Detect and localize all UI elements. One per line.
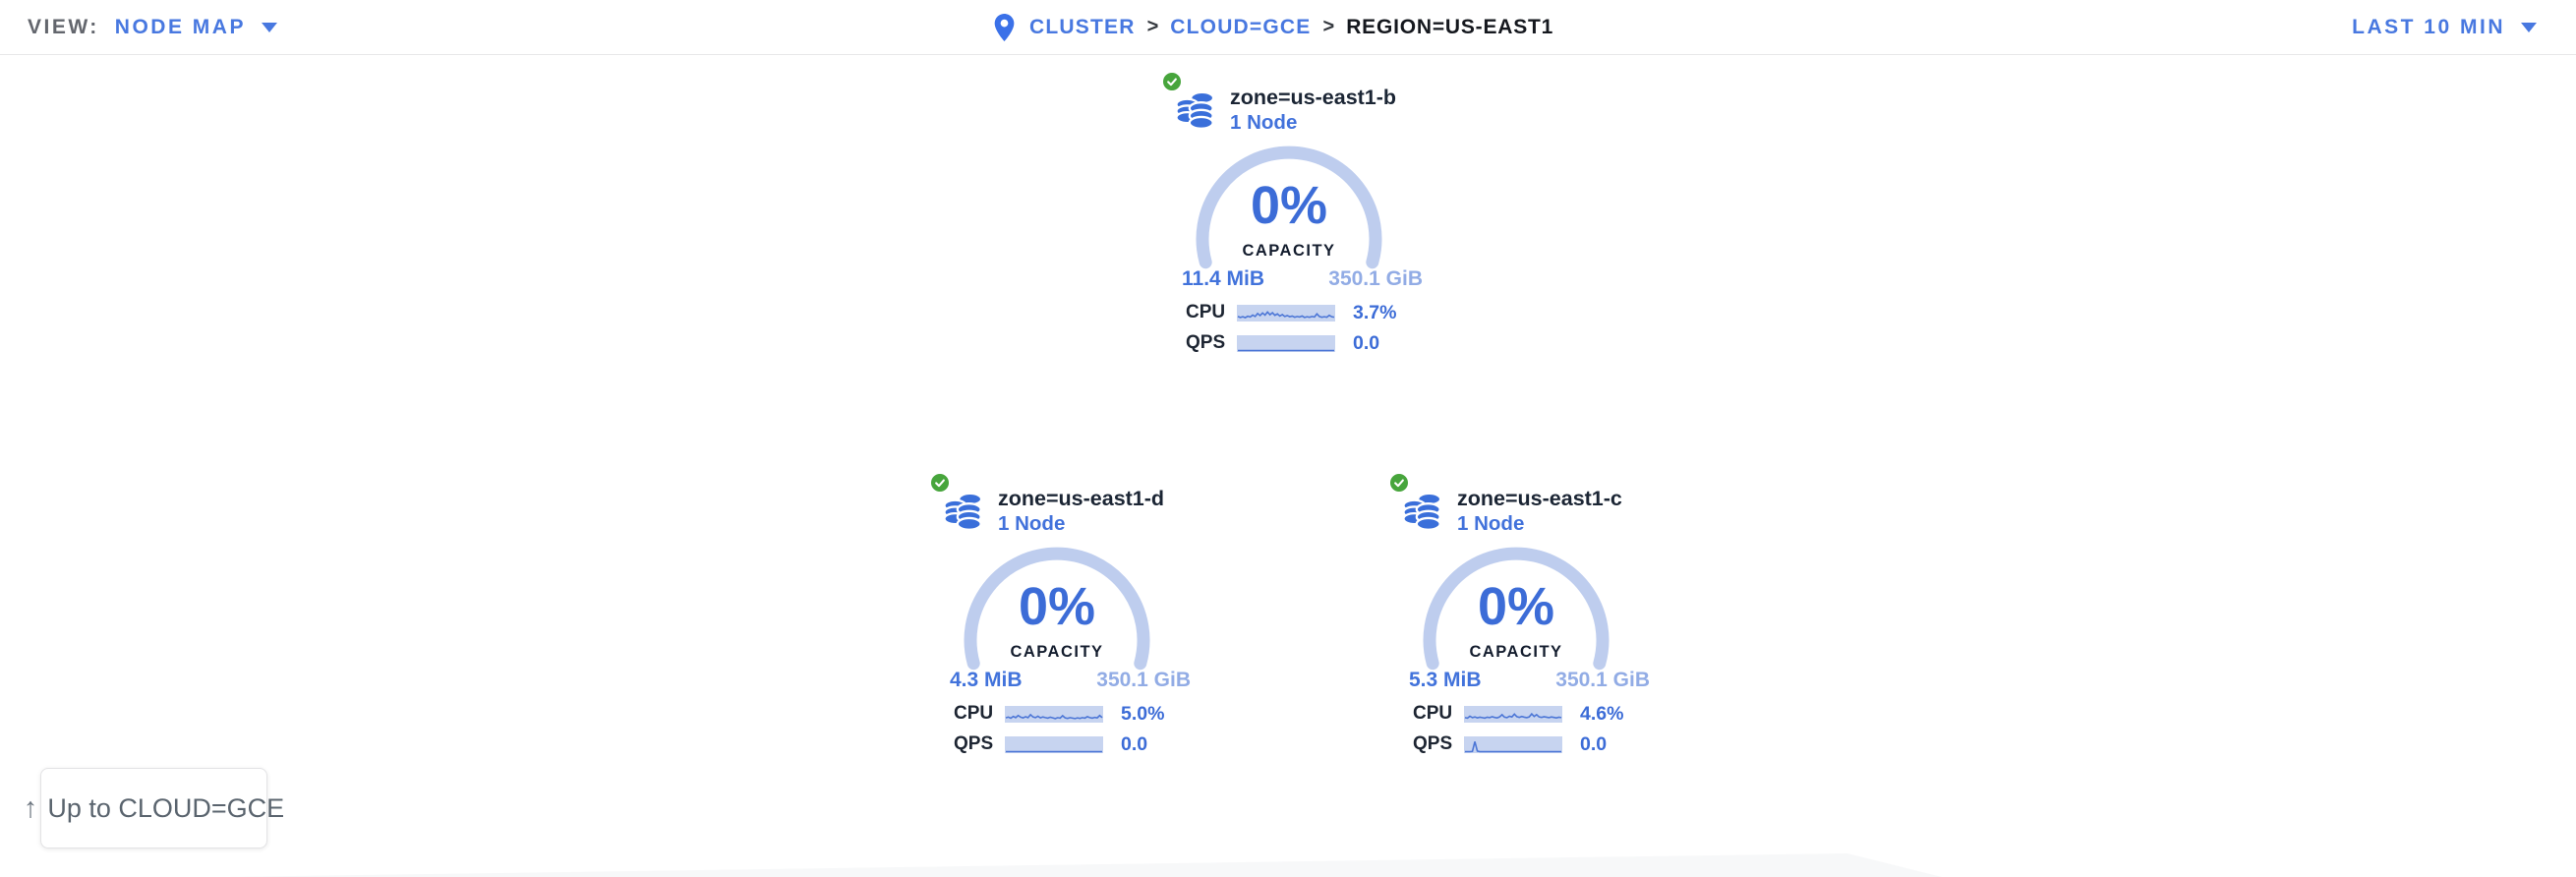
qps-sparkline xyxy=(1464,735,1562,753)
capacity-label: CAPACITY xyxy=(1010,643,1104,661)
zone-node-count: 1 Node xyxy=(1230,111,1298,134)
capacity-percent: 0% xyxy=(1018,577,1096,636)
zone-card-us-east1-b[interactable]: zone=us-east1-b 1 Node 0% CAPACITY 11.4 … xyxy=(1160,63,1426,363)
healthy-check-icon xyxy=(929,472,951,494)
capacity-label: CAPACITY xyxy=(1242,242,1336,260)
qps-label: QPS xyxy=(954,733,994,754)
capacity-stats: 5.3 MiB 350.1 GiB xyxy=(1387,669,1653,694)
cpu-metric-row: CPU 4.6% xyxy=(1387,703,1653,725)
cpu-sparkline xyxy=(1464,705,1562,723)
topbar: VIEW: NODE MAP CLUSTER > CLOUD=GCE > REG… xyxy=(0,0,2576,55)
zone-card-us-east1-d[interactable]: zone=us-east1-d 1 Node 0% CAPACITY 4.3 M… xyxy=(928,464,1194,764)
capacity-arc xyxy=(964,547,1150,671)
cpu-metric-row: CPU 5.0% xyxy=(928,703,1194,725)
capacity-label: CAPACITY xyxy=(1469,643,1563,661)
capacity-arc xyxy=(1196,146,1382,269)
breadcrumb-separator: > xyxy=(1146,16,1159,37)
zone-node-count: 1 Node xyxy=(998,512,1066,535)
breadcrumb: CLUSTER > CLOUD=GCE > REGION=US-EAST1 xyxy=(993,0,1553,54)
zone-title: zone=us-east1-d xyxy=(998,487,1165,510)
qps-metric-row: QPS 0.0 xyxy=(1160,332,1426,354)
cpu-label: CPU xyxy=(1186,302,1226,322)
chevron-down-icon xyxy=(2521,22,2537,32)
time-range-value: LAST 10 MIN xyxy=(2352,15,2505,38)
location-pin-icon xyxy=(994,13,1015,41)
total-capacity: 350.1 GiB xyxy=(1096,669,1191,691)
up-to-cloud-gce-button[interactable]: ↑ Up to CLOUD=GCE xyxy=(24,768,284,848)
capacity-percent: 0% xyxy=(1250,176,1328,235)
capacity-arc xyxy=(1423,547,1610,671)
cpu-sparkline xyxy=(1005,705,1103,723)
used-capacity: 11.4 MiB xyxy=(1182,267,1265,290)
qps-value: 0.0 xyxy=(1353,331,1380,354)
qps-sparkline xyxy=(1005,735,1103,753)
node-stack-icon xyxy=(1175,90,1215,130)
capacity-percent: 0% xyxy=(1477,577,1555,636)
zone-title: zone=us-east1-c xyxy=(1457,487,1622,510)
qps-label: QPS xyxy=(1186,332,1226,353)
cpu-value: 4.6% xyxy=(1580,702,1624,725)
used-capacity: 5.3 MiB xyxy=(1409,669,1482,691)
qps-label: QPS xyxy=(1413,733,1453,754)
total-capacity: 350.1 GiB xyxy=(1328,267,1423,290)
total-capacity: 350.1 GiB xyxy=(1555,669,1650,691)
map-background-shape xyxy=(226,853,1942,877)
cpu-label: CPU xyxy=(1413,703,1453,724)
breadcrumb-link-cluster[interactable]: CLUSTER xyxy=(1029,15,1136,38)
cpu-metric-row: CPU 3.7% xyxy=(1160,302,1426,323)
time-range-selector[interactable]: LAST 10 MIN xyxy=(2352,0,2537,54)
capacity-stats: 4.3 MiB 350.1 GiB xyxy=(928,669,1194,694)
up-arrow-icon: ↑ xyxy=(23,791,38,824)
view-selected-value: NODE MAP xyxy=(114,15,246,38)
node-stack-icon xyxy=(943,492,983,531)
qps-metric-row: QPS 0.0 xyxy=(1387,733,1653,755)
view-label: VIEW: xyxy=(28,15,99,38)
cpu-sparkline xyxy=(1237,304,1335,322)
zone-card-us-east1-c[interactable]: zone=us-east1-c 1 Node 0% CAPACITY 5.3 M… xyxy=(1387,464,1653,764)
capacity-stats: 11.4 MiB 350.1 GiB xyxy=(1160,267,1426,293)
zone-node-count: 1 Node xyxy=(1457,512,1525,535)
breadcrumb-separator: > xyxy=(1322,16,1335,37)
zone-header: zone=us-east1-c 1 Node xyxy=(1457,486,1622,537)
cpu-value: 5.0% xyxy=(1121,702,1165,725)
qps-sparkline xyxy=(1237,334,1335,352)
qps-metric-row: QPS 0.0 xyxy=(928,733,1194,755)
cpu-value: 3.7% xyxy=(1353,301,1397,323)
node-stack-icon xyxy=(1402,492,1442,531)
node-map-canvas xyxy=(0,55,2576,877)
healthy-check-icon xyxy=(1161,71,1183,92)
used-capacity: 4.3 MiB xyxy=(950,669,1023,691)
qps-value: 0.0 xyxy=(1121,732,1148,755)
cpu-label: CPU xyxy=(954,703,994,724)
breadcrumb-current-region: REGION=US-EAST1 xyxy=(1346,15,1554,38)
qps-value: 0.0 xyxy=(1580,732,1608,755)
healthy-check-icon xyxy=(1388,472,1410,494)
breadcrumb-link-cloud-gce[interactable]: CLOUD=GCE xyxy=(1170,15,1312,38)
up-button-label: Up to CLOUD=GCE xyxy=(47,792,285,823)
zone-title: zone=us-east1-b xyxy=(1230,86,1397,109)
zone-header: zone=us-east1-b 1 Node xyxy=(1230,85,1396,136)
zone-header: zone=us-east1-d 1 Node xyxy=(998,486,1164,537)
chevron-down-icon xyxy=(261,22,277,32)
view-selector[interactable]: VIEW: NODE MAP xyxy=(28,0,277,54)
